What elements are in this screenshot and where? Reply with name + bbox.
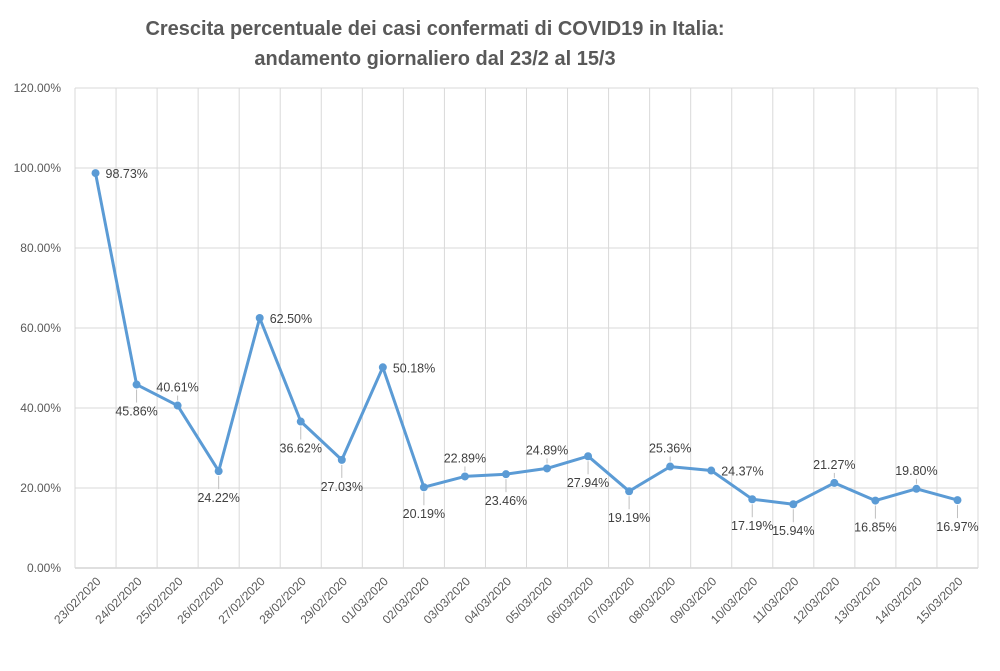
data-label: 40.61% [156, 381, 198, 395]
data-label: 19.80% [895, 464, 937, 478]
data-label: 15.94% [772, 524, 814, 538]
data-label: 27.94% [567, 476, 609, 490]
data-label: 24.37% [721, 465, 763, 479]
data-label: 98.73% [106, 167, 148, 181]
data-point [173, 401, 182, 410]
data-point [419, 483, 428, 492]
data-point [501, 470, 510, 479]
data-point [666, 462, 675, 471]
chart-subtitle: andamento giornaliero dal 23/2 al 15/3 [254, 48, 616, 70]
data-point [296, 417, 305, 426]
data-point [830, 478, 839, 487]
series-line [94, 172, 958, 506]
data-label: 36.62% [280, 442, 322, 456]
data-point [255, 314, 264, 322]
data-label: 21.27% [813, 458, 855, 472]
data-label: 25.36% [649, 442, 691, 456]
data-label: 62.50% [270, 312, 312, 326]
data-point [214, 467, 223, 476]
data-point [132, 380, 141, 389]
data-label: 17.19% [731, 519, 773, 533]
data-point [953, 496, 962, 505]
data-label: 24.22% [197, 491, 239, 505]
data-label: 24.89% [526, 443, 568, 457]
data-point [871, 496, 880, 505]
data-label: 22.89% [444, 451, 486, 465]
data-point [789, 500, 798, 509]
data-point [912, 484, 921, 493]
data-label: 16.85% [854, 521, 896, 535]
y-tick-label: 80.00% [20, 241, 61, 255]
data-label: 45.86% [115, 405, 157, 419]
data-label: 20.19% [403, 507, 445, 521]
data-point [707, 466, 716, 475]
data-label: 50.18% [393, 361, 435, 375]
data-point [460, 472, 469, 481]
data-point [625, 487, 634, 496]
data-point [337, 455, 346, 464]
y-tick-label: 60.00% [20, 321, 61, 335]
y-tick-label: 20.00% [20, 481, 61, 495]
y-tick-label: 40.00% [20, 401, 61, 415]
y-tick-label: 120.00% [14, 81, 62, 95]
data-point [584, 452, 593, 461]
data-point [748, 495, 757, 504]
data-label: 16.97% [936, 520, 978, 534]
y-tick-label: 100.00% [14, 161, 62, 175]
data-point [378, 363, 387, 372]
data-label: 19.19% [608, 511, 650, 525]
chart-title: Crescita percentuale dei casi confermati… [145, 18, 725, 40]
data-point [91, 169, 100, 178]
data-point [543, 464, 552, 473]
y-tick-label: 0.00% [27, 561, 61, 575]
data-label: 23.46% [485, 494, 527, 508]
data-label: 27.03% [321, 480, 363, 494]
